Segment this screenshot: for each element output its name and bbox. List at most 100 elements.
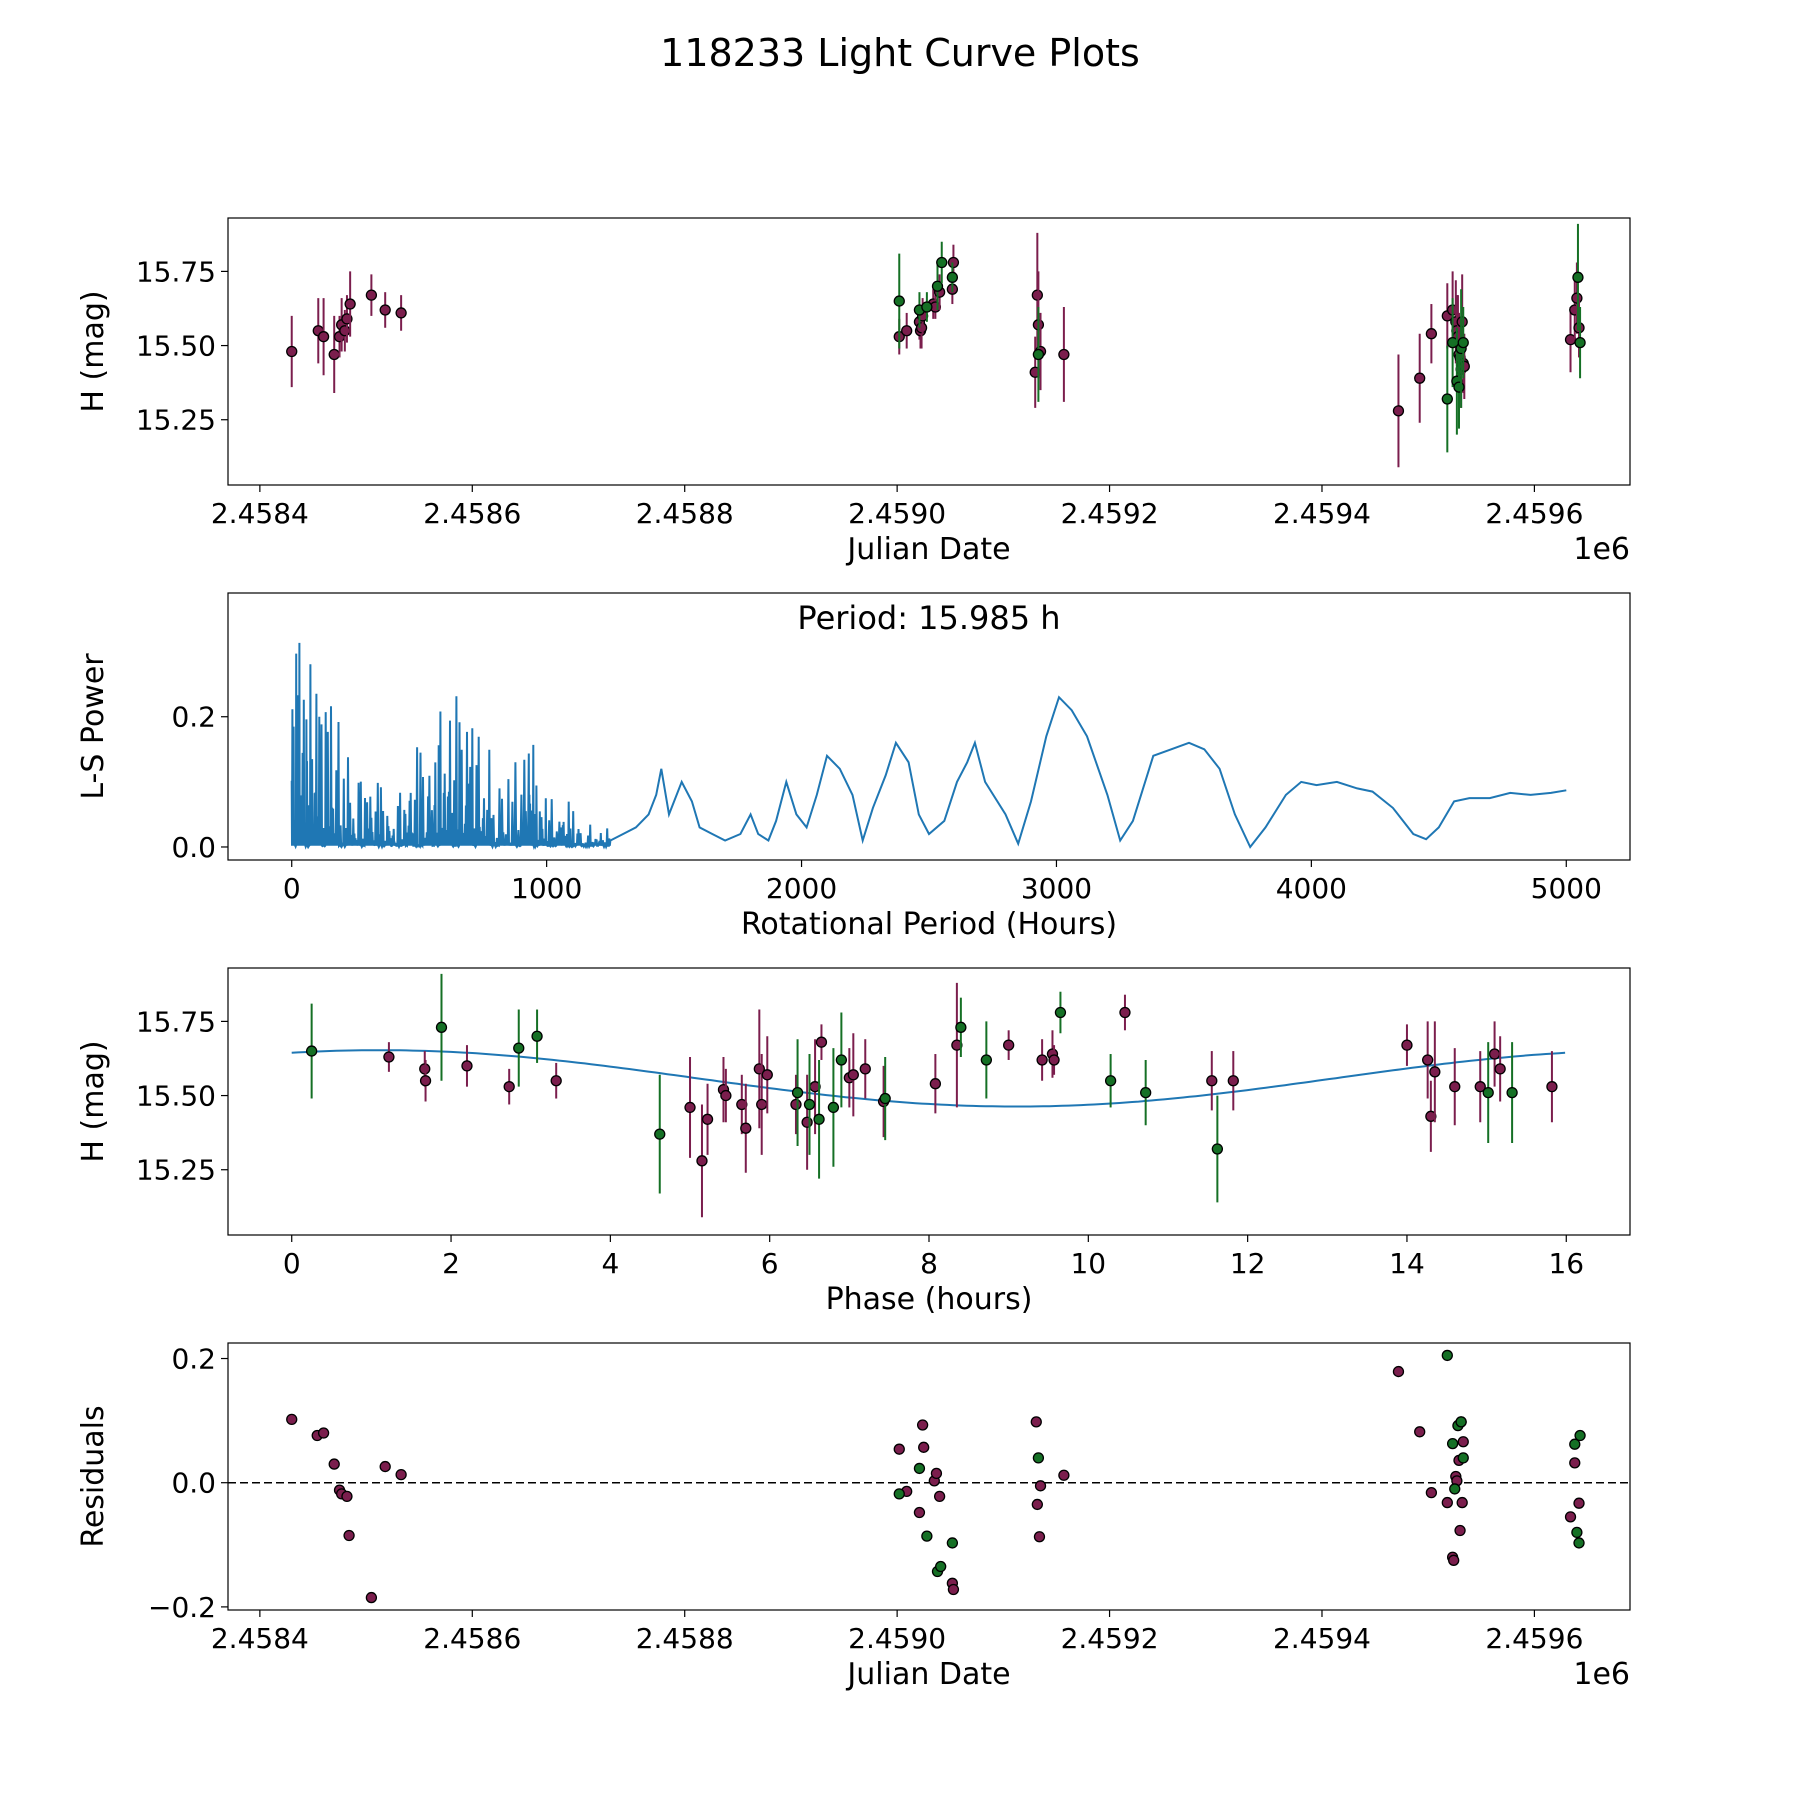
data-point	[801, 1116, 813, 1128]
data-point	[1573, 322, 1585, 334]
data-point	[913, 1506, 926, 1519]
data-point	[1048, 1054, 1060, 1066]
x-tick-label: 0	[283, 872, 301, 905]
data-point	[1573, 1497, 1585, 1509]
x-tick-label: 12	[1230, 1247, 1266, 1280]
data-point	[1446, 1437, 1459, 1450]
data-point	[1569, 1457, 1581, 1469]
data-point	[1571, 292, 1583, 304]
data-point	[1104, 1075, 1117, 1087]
data-point	[461, 1060, 473, 1072]
data-point	[1453, 381, 1465, 393]
data-point	[1392, 1365, 1405, 1378]
data-point	[933, 1490, 946, 1503]
data-point	[1425, 1486, 1438, 1499]
data-point	[1058, 348, 1070, 361]
x-tick-label: 14	[1389, 1247, 1425, 1280]
data-point	[550, 1075, 562, 1087]
data-point	[1488, 1048, 1501, 1060]
data-point	[1392, 405, 1405, 417]
data-point	[503, 1081, 515, 1093]
x-offset-label: 1e6	[1573, 532, 1630, 567]
data-point	[946, 271, 959, 283]
data-point	[1454, 1524, 1466, 1537]
data-point	[395, 1468, 407, 1481]
data-point	[696, 1155, 708, 1167]
y-axis-label: Residuals	[76, 1405, 111, 1547]
data-point	[365, 289, 378, 301]
data-point	[893, 1488, 905, 1500]
data-point	[847, 1069, 859, 1081]
data-point	[286, 345, 298, 358]
data-point	[1441, 1496, 1453, 1509]
data-point	[341, 1490, 353, 1503]
figure-title: 118233 Light Curve Plots	[660, 31, 1140, 75]
data-point	[803, 1098, 816, 1111]
data-point	[1206, 1075, 1218, 1087]
data-point	[947, 256, 960, 269]
x-axis-label: Julian Date	[845, 1657, 1010, 1692]
data-point	[951, 1039, 963, 1051]
x-tick-label: 2.4584	[211, 1622, 309, 1655]
data-point	[305, 1045, 318, 1057]
y-tick-label: 15.50	[136, 330, 216, 363]
x-axis-label: Phase (hours)	[826, 1282, 1033, 1317]
data-point	[328, 1458, 340, 1470]
data-point	[893, 1443, 905, 1455]
x-tick-label: 2000	[766, 872, 837, 905]
data-point	[701, 1113, 714, 1125]
data-point	[1401, 1039, 1413, 1051]
data-point	[1474, 1081, 1486, 1093]
data-point	[339, 325, 351, 337]
data-point	[931, 280, 944, 292]
data-point	[736, 1098, 748, 1111]
data-point	[720, 1089, 732, 1102]
y-tick-label: 0.0	[171, 831, 216, 864]
data-point	[1456, 316, 1468, 328]
x-tick-label: 2.4596	[1485, 497, 1583, 530]
phased-panel: 0 2 4 6 8 10 12 14 16 15.25 15.50 15.75 Phase (hours…	[76, 967, 1631, 1317]
x-tick-label: 2.4592	[1061, 497, 1159, 530]
data-point	[761, 1069, 773, 1081]
data-point	[379, 304, 391, 316]
residuals-panel: 2.4584 2.4586 2.4588 2.4590 2.4592 2.4594 2.45…	[76, 1342, 1631, 1692]
data-point	[1032, 348, 1045, 361]
data-point	[1034, 1480, 1047, 1492]
y-tick-label: 15.75	[136, 255, 216, 288]
x-tick-label: 2.4594	[1273, 1622, 1371, 1655]
x-tick-label: 2.4588	[636, 497, 734, 530]
data-point	[1506, 1086, 1518, 1099]
x-tick-label: 2.4588	[636, 1622, 734, 1655]
data-point	[947, 1583, 960, 1596]
data-point	[1140, 1086, 1152, 1099]
period-annotation: Period: 15.985 h	[797, 599, 1060, 637]
data-point	[1457, 1436, 1469, 1448]
data-point	[1414, 1426, 1426, 1438]
data-point	[317, 1427, 330, 1439]
data-point	[946, 1537, 959, 1549]
data-point	[1494, 1063, 1506, 1075]
y-tick-label: 15.75	[136, 1005, 216, 1038]
data-point	[1031, 289, 1043, 301]
data-point	[827, 1101, 840, 1114]
data-point	[921, 301, 933, 313]
x-axis-label: Rotational Period (Hours)	[741, 907, 1117, 942]
data-point	[1211, 1143, 1224, 1155]
data-point	[1441, 393, 1453, 405]
data-point	[921, 1530, 933, 1542]
data-point	[1054, 1006, 1067, 1019]
x-tick-label: 2.4596	[1485, 1622, 1583, 1655]
y-axis-label: H (mag)	[76, 290, 111, 412]
data-point	[756, 1098, 768, 1111]
fit-curve	[291, 1049, 1566, 1108]
plot-frame	[227, 217, 1631, 486]
x-tick-label: 3000	[1021, 872, 1092, 905]
x-tick-label: 5000	[1531, 872, 1602, 905]
data-point	[835, 1054, 848, 1066]
x-tick-label: 4000	[1276, 872, 1347, 905]
data-point	[1449, 1081, 1461, 1093]
data-point	[955, 1021, 967, 1033]
data-point	[1457, 1452, 1469, 1464]
x-tick-label: 2	[442, 1247, 460, 1280]
data-point	[286, 1413, 298, 1426]
